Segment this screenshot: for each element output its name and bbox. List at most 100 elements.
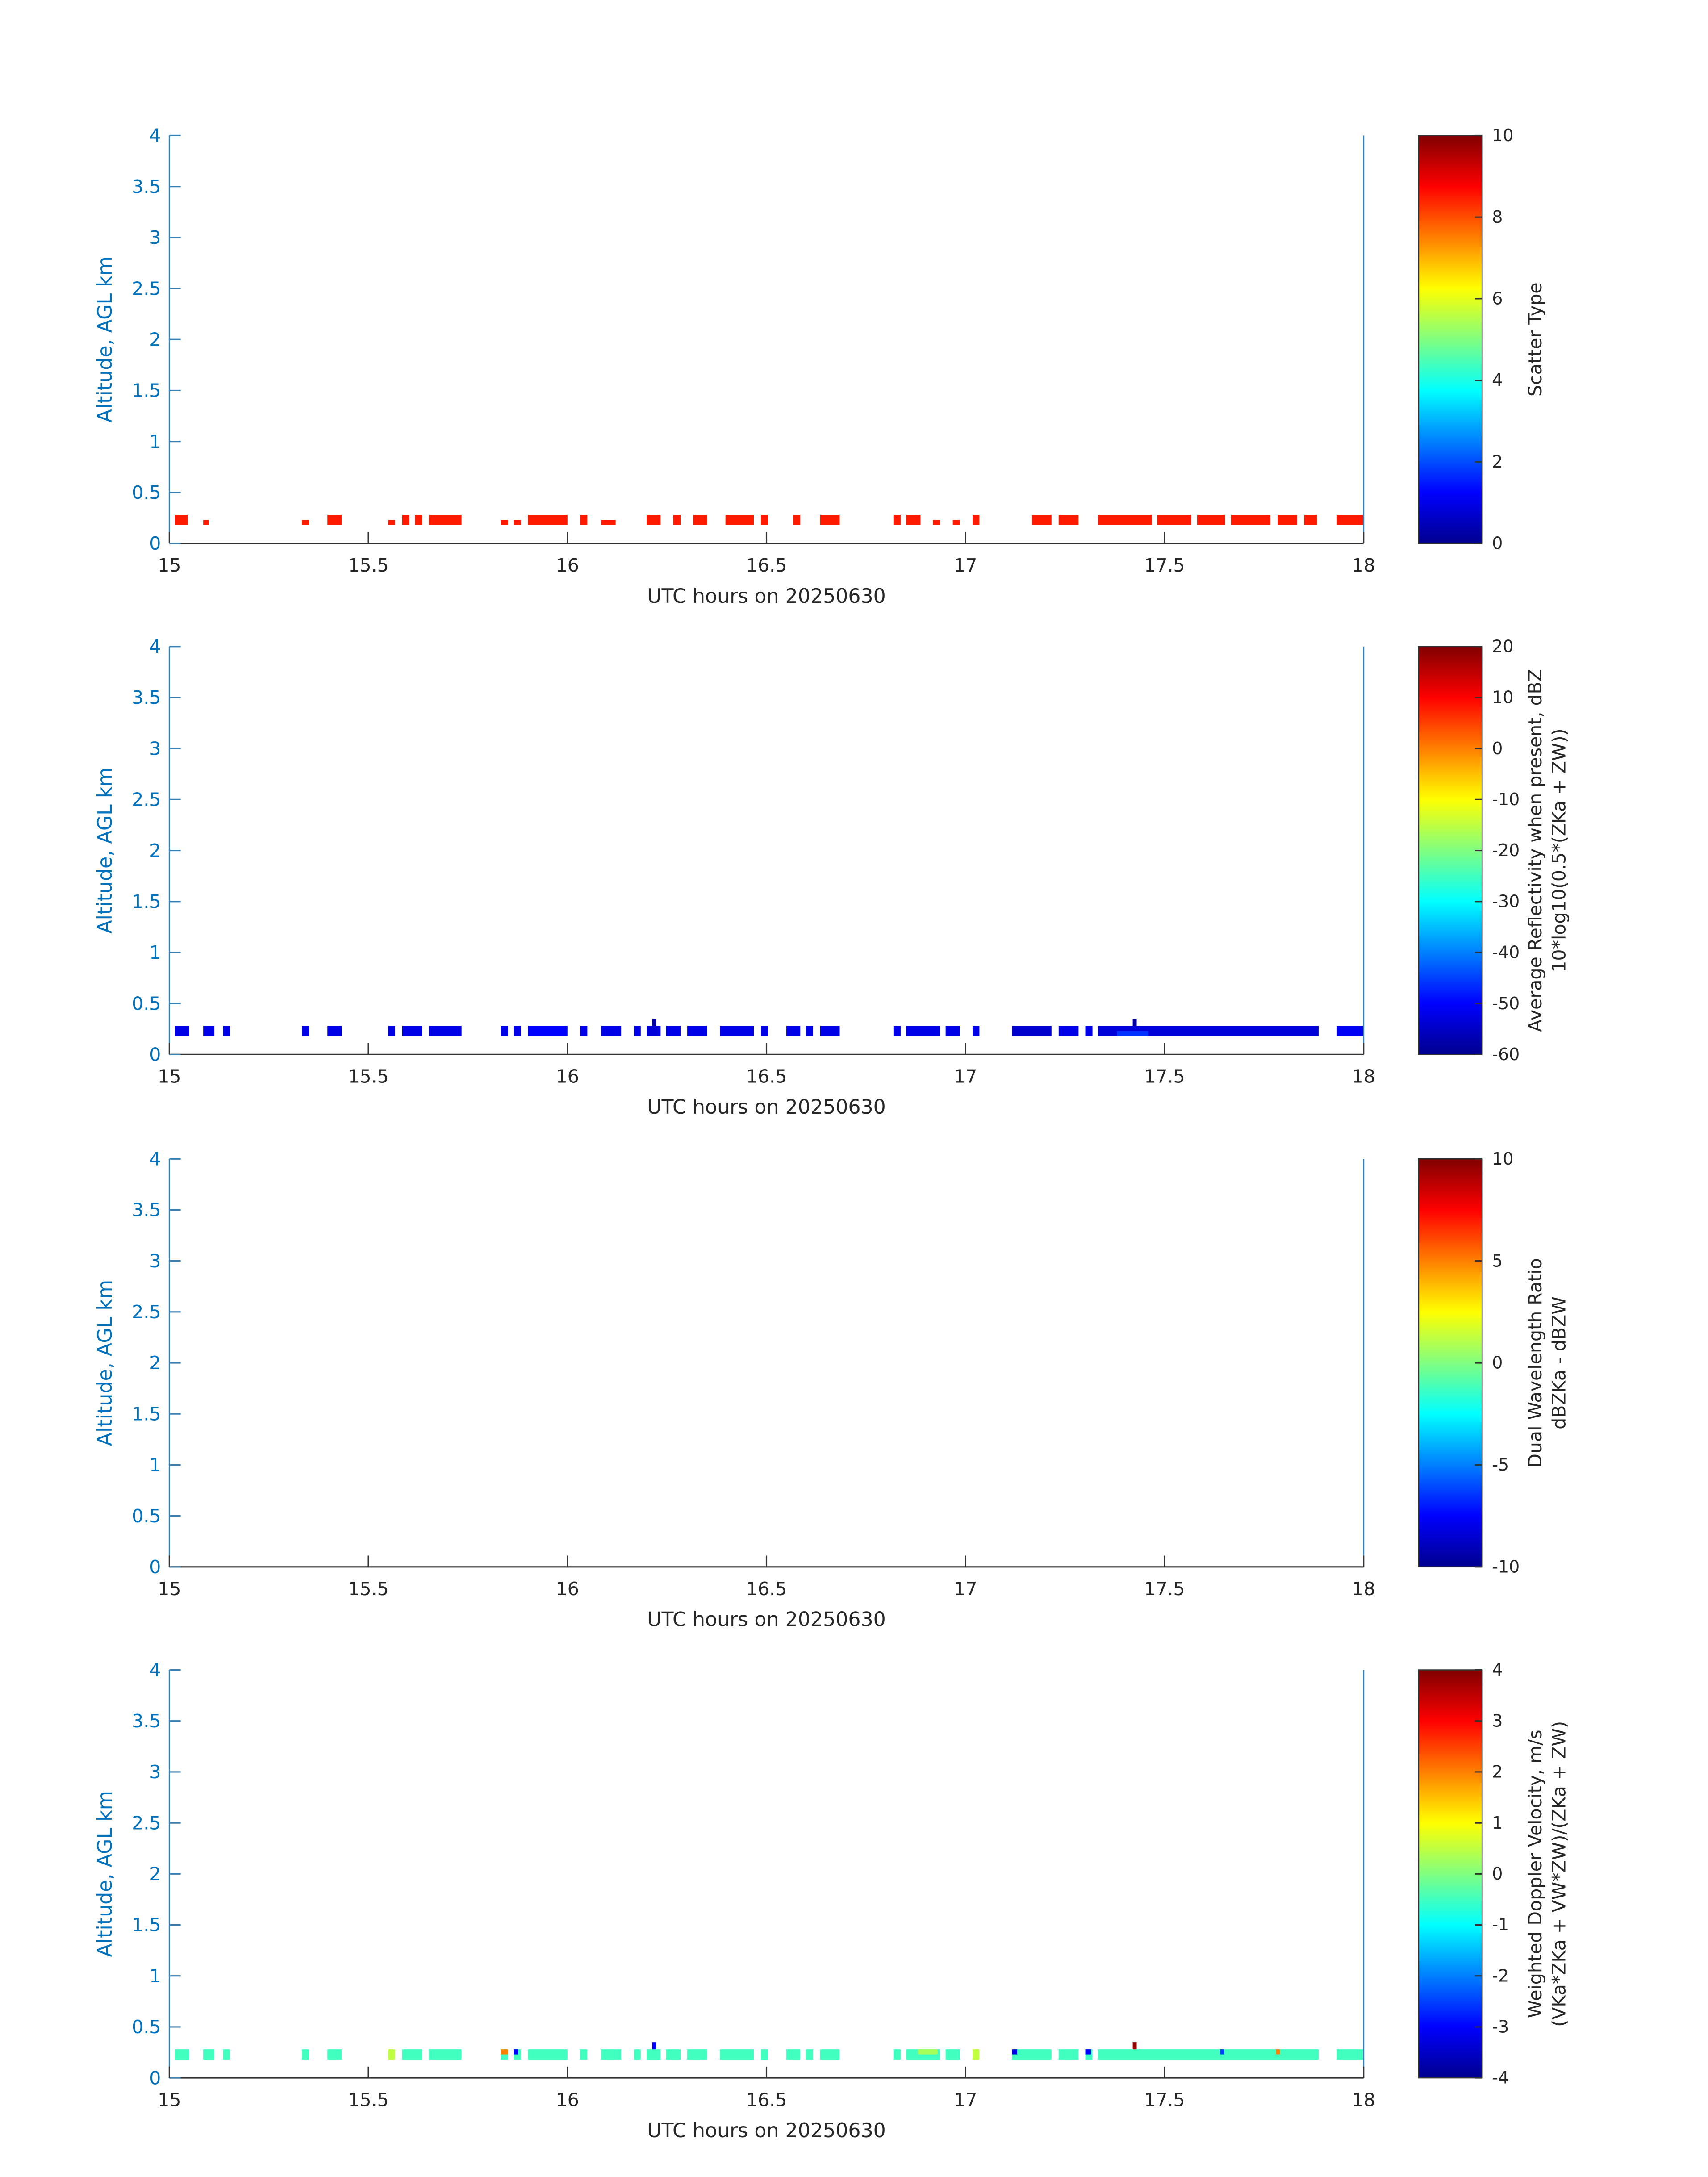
cell: [634, 2049, 641, 2060]
colorbar-tick-label: -4: [1492, 2068, 1509, 2088]
y-axis-label: Altitude, AGL km: [94, 1791, 117, 1957]
y-tick-label: 3: [149, 738, 161, 759]
cell: [429, 2049, 462, 2060]
cell: [302, 1026, 309, 1036]
cell: [973, 1026, 980, 1036]
cell: [973, 2049, 980, 2060]
y-tick-label: 3.5: [132, 176, 161, 197]
x-tick-label: 16.5: [746, 2089, 787, 2110]
colorbar-tick-label: -50: [1492, 994, 1520, 1013]
cell: [647, 1026, 661, 1036]
cell: [933, 520, 940, 525]
x-tick-label: 15.5: [348, 555, 388, 576]
colorbar-tick-label: -30: [1492, 891, 1520, 911]
cell: [720, 2049, 754, 2060]
colorbar-label: Weighted Doppler Velocity, m/s: [1524, 1730, 1546, 2018]
cell: [673, 515, 681, 525]
colorbar-tick-label: -20: [1492, 840, 1520, 860]
cell: [514, 520, 521, 525]
y-tick-label: 0.5: [132, 2016, 161, 2038]
x-tick-label: 15.5: [348, 1578, 388, 1600]
x-tick-label: 16.5: [746, 555, 787, 576]
cell: [223, 2049, 230, 2060]
colorbar-tick-label: 2: [1492, 1762, 1503, 1782]
cell: [402, 515, 409, 525]
y-tick-label: 0: [149, 533, 161, 554]
y-tick-label: 3: [149, 1761, 161, 1783]
x-tick-label: 17: [954, 1578, 977, 1600]
cell: [725, 515, 754, 525]
colorbar-label: Average Reflectivity when present, dBZ: [1524, 669, 1546, 1032]
cell: [786, 1026, 801, 1036]
y-tick-label: 1.5: [132, 1914, 161, 1936]
x-tick-label: 17.5: [1144, 1066, 1185, 1087]
x-tick-label: 17.5: [1144, 2089, 1185, 2110]
y-tick-label: 2.5: [132, 278, 161, 299]
colorbar-tick-label: 0: [1492, 739, 1503, 758]
cell: [1032, 515, 1052, 525]
cell: [1231, 515, 1271, 525]
cell: [652, 2042, 656, 2050]
x-tick-label: 18: [1352, 2089, 1375, 2110]
cell: [501, 2049, 508, 2055]
cell: [528, 1026, 568, 1036]
y-tick-label: 0: [149, 1044, 161, 1066]
x-tick-label: 16: [556, 2089, 579, 2110]
cell: [402, 2049, 422, 2060]
cell: [666, 1026, 681, 1036]
y-tick-label: 2: [149, 840, 161, 861]
colorbar: [1418, 135, 1483, 544]
x-tick-label: 17: [954, 1066, 977, 1087]
y-tick-label: 2: [149, 1352, 161, 1374]
cell: [175, 515, 188, 525]
colorbar-label: Dual Wavelength Ratio: [1524, 1258, 1546, 1468]
cell: [601, 2049, 622, 2060]
cell: [820, 1026, 840, 1036]
cell: [893, 1026, 901, 1036]
cell: [223, 1026, 230, 1036]
colorbar-tick-label: 10: [1492, 125, 1513, 145]
colorbar-tick-label: -5: [1492, 1455, 1509, 1475]
y-axis-label: Altitude, AGL km: [94, 1280, 117, 1446]
cell: [1336, 2049, 1364, 2060]
cell: [1098, 1026, 1319, 1036]
y-tick-label: 4: [149, 636, 161, 657]
y-tick-label: 0.5: [132, 1505, 161, 1527]
colorbar-tick-label: 6: [1492, 289, 1503, 309]
colorbar-tick-label: -10: [1492, 790, 1520, 809]
cell: [601, 520, 616, 525]
cell: [1197, 515, 1225, 525]
cell: [429, 1026, 462, 1036]
colorbar-tick-label: 4: [1492, 370, 1503, 390]
colorbar-tick-label: -10: [1492, 1557, 1520, 1576]
colorbar-tick-label: 2: [1492, 452, 1503, 472]
cell: [302, 520, 309, 525]
cell: [652, 1019, 656, 1026]
cell: [793, 515, 801, 525]
cell: [666, 2049, 681, 2060]
x-axis-label: UTC hours on 20250630: [647, 1096, 886, 1119]
cell: [945, 1026, 960, 1036]
colorbar-tick-label: -2: [1492, 1966, 1509, 1985]
cell: [906, 1026, 940, 1036]
x-tick-label: 17.5: [1144, 555, 1185, 576]
cell: [1276, 2049, 1280, 2055]
cell: [761, 1026, 768, 1036]
cell: [806, 1026, 813, 1036]
cell: [893, 515, 901, 525]
x-tick-label: 16.5: [746, 1578, 787, 1600]
cell: [918, 2049, 938, 2055]
y-tick-label: 4: [149, 1659, 161, 1681]
x-tick-label: 17.5: [1144, 1578, 1185, 1600]
cell: [687, 2049, 707, 2060]
cell: [1304, 515, 1317, 525]
x-tick-label: 15: [158, 1066, 181, 1087]
y-tick-label: 3: [149, 227, 161, 248]
cell: [514, 2049, 518, 2055]
cell: [906, 515, 921, 525]
x-tick-label: 17: [954, 555, 977, 576]
cell: [647, 2049, 661, 2060]
y-tick-label: 0.5: [132, 993, 161, 1014]
cell: [388, 520, 395, 525]
